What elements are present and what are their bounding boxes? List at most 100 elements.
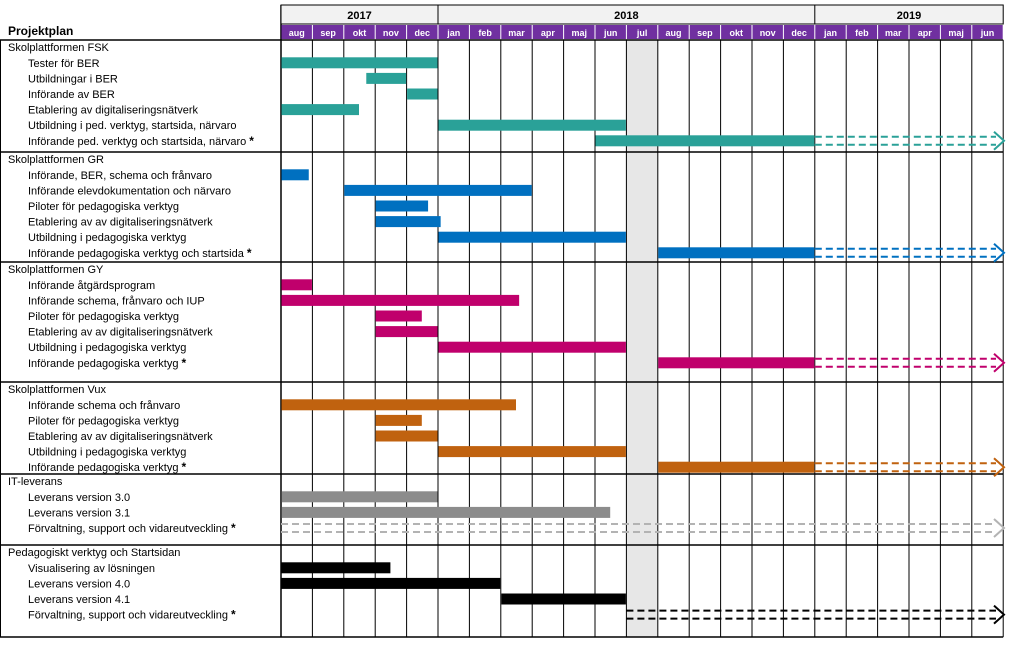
month-label: maj (948, 28, 964, 38)
task-label-text: Etablering av av digitaliseringsnätverk (28, 327, 213, 339)
task-bar (281, 506, 611, 518)
task-label: Leverans version 4.1 (28, 594, 130, 606)
star-marker: * (181, 460, 186, 474)
chart-title: Projektplan (8, 24, 73, 38)
task-label-text: Införande pedagogiska verktyg (28, 462, 178, 474)
task-label: Införande pedagogiska verktyg * (28, 356, 186, 370)
section-title: Skolplattformen GR (8, 154, 104, 166)
timeline-header: 2017 2018 2019 aug sep okt nov dec jan feb mar apr m… (280, 4, 1004, 39)
task-label: Utbildning i pedagogiska verktyg (28, 232, 186, 244)
task-label-text: Införande pedagogiska verktyg (28, 358, 178, 370)
task-bar (281, 577, 501, 589)
star-marker: * (231, 521, 236, 535)
month-label: aug (289, 28, 305, 38)
task-bar (595, 135, 815, 147)
task-label: Etablering av av digitaliseringsnätverk (28, 327, 213, 339)
task-label-text: Leverans version 3.1 (28, 507, 130, 519)
task-bar (438, 231, 626, 243)
task-bar (407, 88, 438, 100)
task-bar (375, 216, 441, 228)
star-marker: * (247, 246, 252, 260)
task-bar (281, 279, 312, 291)
task-label-text: Etablering av digitaliseringsnätverk (28, 105, 198, 117)
task-bar (281, 57, 438, 69)
task-bar (281, 169, 309, 181)
task-bar (501, 593, 626, 605)
month-cell (752, 25, 783, 39)
task-label-text: Leverans version 4.0 (28, 578, 130, 590)
month-cell (626, 25, 658, 39)
task-label: Piloter för pedagogiska verktyg (28, 311, 179, 323)
month-label: jul (636, 28, 648, 38)
month-label: feb (855, 28, 869, 38)
continuation-arrow-head (993, 131, 1006, 151)
task-bar (281, 104, 359, 116)
month-label: mar (885, 28, 902, 38)
month-label: mar (508, 28, 525, 38)
task-label-text: Visualisering av lösningen (28, 563, 155, 575)
continuation-arrow-head (993, 243, 1006, 263)
month-cell (689, 25, 721, 39)
task-bar (438, 119, 626, 131)
task-label-text: Införande, BER, schema och frånvaro (28, 170, 212, 182)
highlight-column (626, 40, 658, 637)
month-label: okt (353, 28, 367, 38)
task-label: Utbildning i pedagogiska verktyg (28, 342, 186, 354)
month-cell (438, 25, 469, 39)
task-label-text: Piloter för pedagogiska verktyg (28, 311, 179, 323)
task-label-text: Förvaltning, support och vidareutvecklin… (28, 523, 228, 535)
task-label: Etablering av av digitaliseringsnätverk (28, 431, 213, 443)
month-label: aug (665, 28, 681, 38)
month-label: maj (572, 28, 588, 38)
task-label: Förvaltning, support och vidareutvecklin… (28, 608, 236, 622)
task-bar (375, 326, 438, 338)
month-label: dec (415, 28, 431, 38)
month-cell (469, 25, 501, 39)
task-label-text: Utbildning i pedagogiska verktyg (28, 447, 186, 459)
task-label-text: Utbildning i ped. verktyg, startsida, nä… (28, 120, 237, 132)
month-cell (344, 25, 375, 39)
star-marker: * (249, 134, 254, 148)
year-header-band (280, 4, 1004, 25)
month-cell (564, 25, 595, 39)
task-label-text: Utbildning i pedagogiska verktyg (28, 342, 186, 354)
task-bar (281, 399, 516, 411)
task-label: Införande av BER (28, 89, 115, 101)
task-label-text: Tester för BER (28, 58, 100, 70)
task-label: Visualisering av lösningen (28, 563, 155, 575)
continuation-arrow-head (993, 604, 1006, 625)
task-label-text: Införande ped. verktyg och startsida, nä… (28, 136, 246, 148)
month-label: jun (603, 28, 618, 38)
month-label: sep (697, 28, 713, 38)
task-label-text: Etablering av av digitaliseringsnätverk (28, 217, 213, 229)
month-cell (501, 25, 532, 39)
task-label-text: Leverans version 3.0 (28, 492, 130, 504)
section-title: Skolplattformen Vux (8, 384, 107, 396)
task-label: Förvaltning, support och vidareutvecklin… (28, 521, 236, 535)
background-layer (626, 40, 658, 637)
continuation-arrow-head (993, 353, 1006, 373)
task-bar (375, 430, 438, 442)
month-cell (878, 25, 909, 39)
star-marker: * (231, 608, 236, 622)
section-title: Skolplattformen GY (8, 264, 104, 276)
task-bar (658, 461, 815, 473)
task-label: Utbildning i pedagogiska verktyg (28, 447, 186, 459)
task-bar (281, 294, 520, 306)
star-marker: * (181, 356, 186, 370)
month-label: sep (320, 28, 336, 38)
task-label: Tester för BER (28, 58, 100, 70)
month-label: jan (446, 28, 460, 38)
task-label: Etablering av av digitaliseringsnätverk (28, 217, 213, 229)
task-label-text: Införande schema, frånvaro och IUP (28, 295, 205, 307)
task-label: Leverans version 3.1 (28, 507, 130, 519)
task-label-text: Införande pedagogiska verktyg och starts… (28, 248, 245, 260)
task-label: Införande åtgärdsprogram (28, 280, 155, 292)
task-label: Införande elevdokumentation och närvaro (28, 185, 231, 197)
month-label: apr (918, 28, 933, 38)
task-bar (658, 247, 815, 259)
task-label-text: Leverans version 4.1 (28, 594, 130, 606)
task-label: Införande pedagogiska verktyg och starts… (28, 246, 252, 260)
month-label: apr (541, 28, 556, 38)
